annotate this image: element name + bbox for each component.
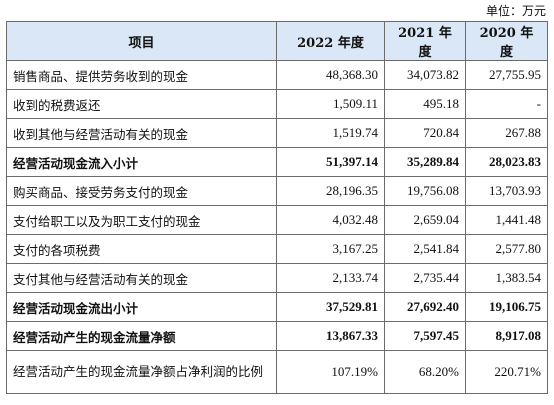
row-label: 经营活动现金流出小计: [6, 292, 277, 322]
value-2022: 1,519.74: [276, 118, 385, 148]
value-2020: 267.88: [465, 118, 548, 148]
value-2022: 107.19%: [276, 350, 385, 394]
value-2022: 13,867.33: [276, 321, 385, 351]
header-2021: 2021 年度: [384, 21, 466, 61]
value-2021: 495.18: [384, 89, 466, 119]
unit-label: 单位：万元: [485, 4, 546, 18]
value-2022: 48,368.30: [276, 60, 385, 90]
value-2022: 3,167.25: [276, 234, 385, 264]
value-2021: 2,735.44: [384, 263, 466, 293]
value-2021: 34,073.82: [384, 60, 466, 90]
value-2020: 2,577.80: [465, 234, 548, 264]
row-label: 支付给职工以及为职工支付的现金: [6, 205, 277, 235]
value-2021: 7,597.45: [384, 321, 466, 351]
value-2020: 19,106.75: [465, 292, 548, 322]
value-2021: 19,756.08: [384, 176, 466, 206]
table-row: 收到其他与经营活动有关的现金 1,519.74 720.84 267.88: [6, 118, 548, 148]
row-label: 收到其他与经营活动有关的现金: [6, 118, 277, 148]
value-2020: 27,755.95: [465, 60, 548, 90]
table-row: 支付的各项税费 3,167.25 2,541.84 2,577.80: [6, 234, 548, 264]
value-2021: 720.84: [384, 118, 466, 148]
value-2020: 13,703.93: [465, 176, 548, 206]
table-row: 支付其他与经营活动有关的现金 2,133.74 2,735.44 1,383.5…: [6, 263, 548, 293]
value-2020: 220.71%: [465, 350, 548, 394]
header-2020: 2020 年度: [465, 21, 548, 61]
value-2021: 2,659.04: [384, 205, 466, 235]
row-label: 经营活动产生的现金流量净额占净利润的比例: [6, 350, 277, 394]
value-2022: 2,133.74: [276, 263, 385, 293]
value-2020: -: [465, 89, 548, 119]
value-2021: 2,541.84: [384, 234, 466, 264]
header-item: 项目: [6, 21, 277, 61]
value-2022: 28,196.35: [276, 176, 385, 206]
value-2020: 1,441.48: [465, 205, 548, 235]
row-label: 经营活动产生的现金流量净额: [6, 321, 277, 351]
value-2022: 37,529.81: [276, 292, 385, 322]
ratio-row: 经营活动产生的现金流量净额占净利润的比例 107.19% 68.20% 220.…: [6, 350, 548, 394]
value-2022: 51,397.14: [276, 147, 385, 177]
subtotal-row: 经营活动现金流出小计 37,529.81 27,692.40 19,106.75: [6, 292, 548, 322]
row-label: 购买商品、接受劳务支付的现金: [6, 176, 277, 206]
header-2022: 2022 年度: [276, 21, 385, 61]
row-label: 收到的税费返还: [6, 89, 277, 119]
row-label: 销售商品、提供劳务收到的现金: [6, 60, 277, 90]
value-2020: 1,383.54: [465, 263, 548, 293]
row-label: 经营活动现金流入小计: [6, 147, 277, 177]
net-cash-flow-row: 经营活动产生的现金流量净额 13,867.33 7,597.45 8,917.0…: [6, 321, 548, 351]
value-2022: 4,032.48: [276, 205, 385, 235]
table-row: 销售商品、提供劳务收到的现金 48,368.30 34,073.82 27,75…: [6, 60, 548, 90]
row-label: 支付的各项税费: [6, 234, 277, 264]
value-2021: 27,692.40: [384, 292, 466, 322]
value-2020: 8,917.08: [465, 321, 548, 351]
row-label: 支付其他与经营活动有关的现金: [6, 263, 277, 293]
table-row: 支付给职工以及为职工支付的现金 4,032.48 2,659.04 1,441.…: [6, 205, 548, 235]
value-2021: 68.20%: [384, 350, 466, 394]
table-header-row: 项目 2022 年度 2021 年度 2020 年度: [6, 21, 548, 61]
table-row: 购买商品、接受劳务支付的现金 28,196.35 19,756.08 13,70…: [6, 176, 548, 206]
value-2021: 35,289.84: [384, 147, 466, 177]
value-2020: 28,023.83: [465, 147, 548, 177]
cash-flow-table: 项目 2022 年度 2021 年度 2020 年度 销售商品、提供劳务收到的现…: [6, 21, 548, 394]
subtotal-row: 经营活动现金流入小计 51,397.14 35,289.84 28,023.83: [6, 147, 548, 177]
table-row: 收到的税费返还 1,509.11 495.18 -: [6, 89, 548, 119]
value-2022: 1,509.11: [276, 89, 385, 119]
